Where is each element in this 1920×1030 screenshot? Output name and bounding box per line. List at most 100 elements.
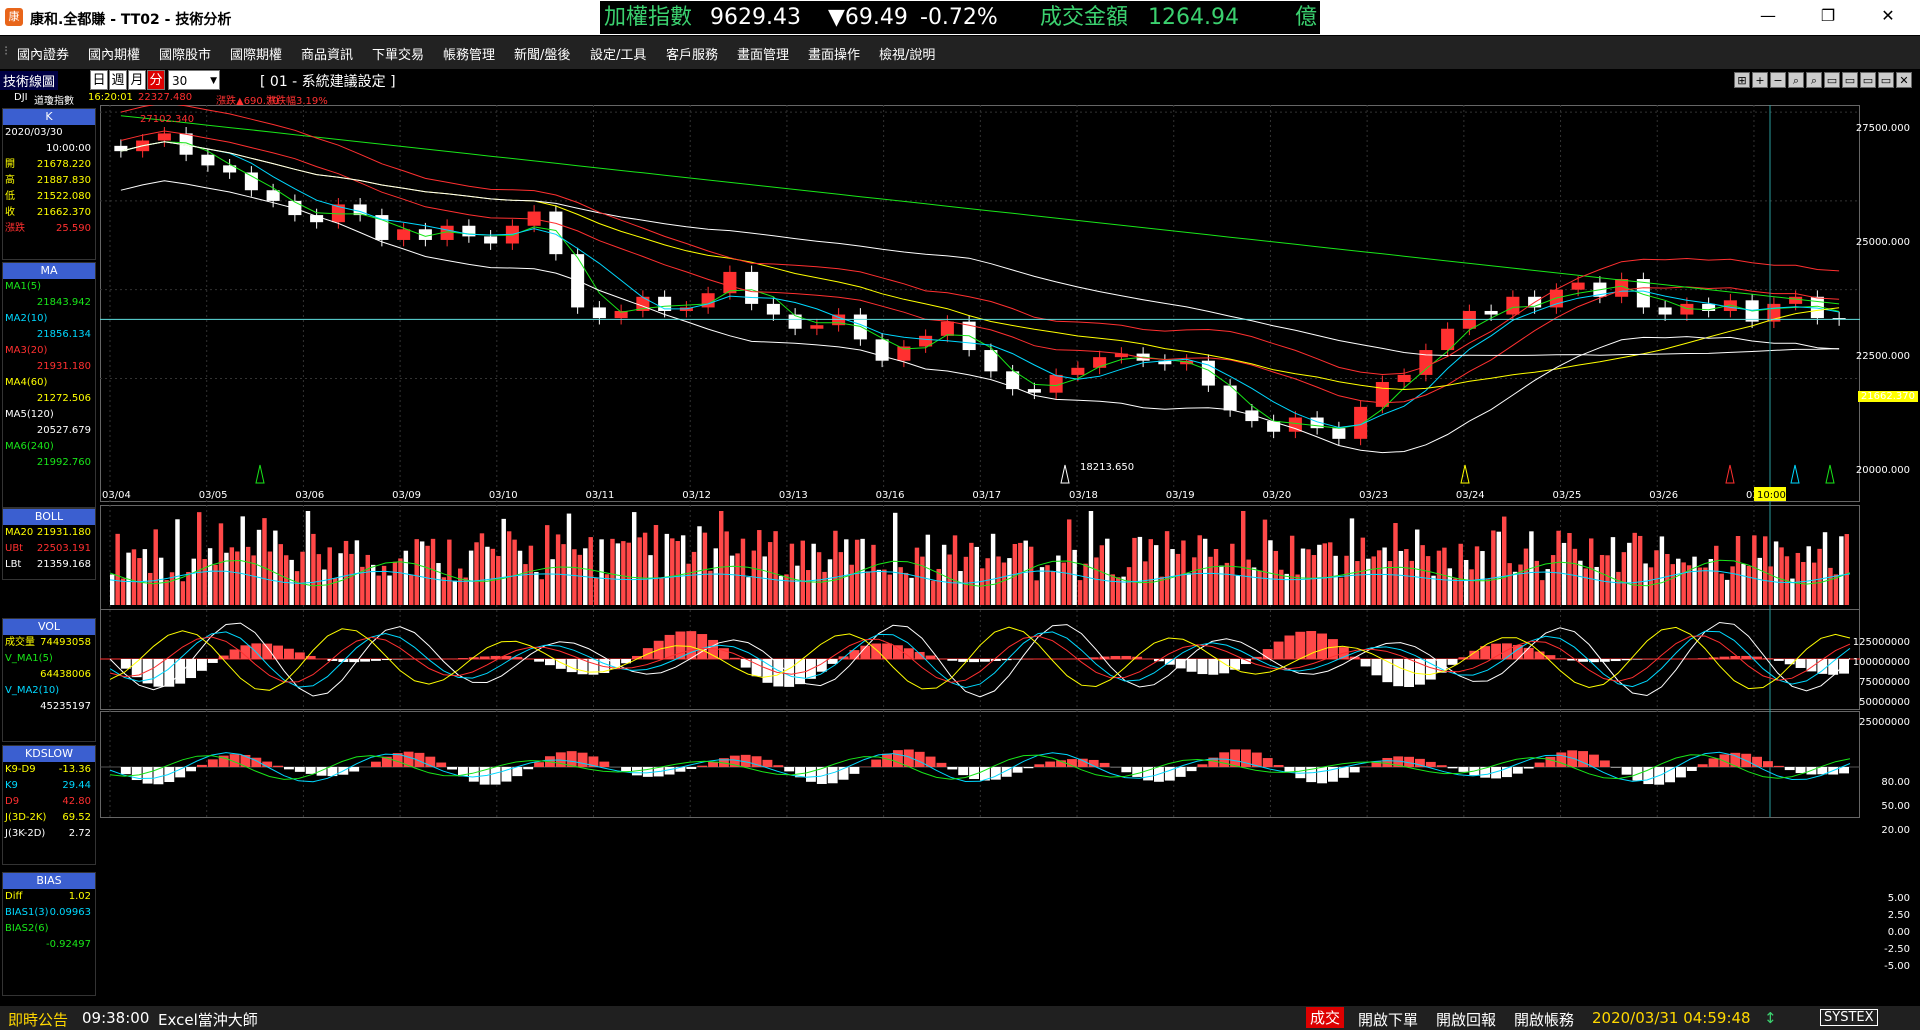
announcement-label[interactable]: 即時公告: [8, 1011, 69, 1029]
volume-bar: [664, 533, 670, 605]
price-tick: 22500.000: [1855, 351, 1910, 362]
volume-bar: [719, 511, 724, 605]
kd-histogram-bar: [218, 655, 229, 659]
boll-lower-line: [120, 180, 1840, 454]
candle-body: [1636, 279, 1650, 308]
bias1-line: [109, 751, 1851, 783]
candle-body: [484, 236, 498, 244]
menu-item[interactable]: 檢視/說明: [879, 48, 936, 63]
volume-bar: [1415, 529, 1420, 605]
period-month-button[interactable]: 月: [128, 70, 146, 90]
kd-row: J(3K-2D) 2.72: [5, 828, 91, 839]
date-tick-label: 03/24: [1456, 490, 1485, 501]
save-icon[interactable]: ▭: [1842, 72, 1858, 88]
news-ticker[interactable]: Excel當沖大師: [158, 1011, 258, 1029]
bias-histogram-bar: [1186, 767, 1197, 772]
kd-histogram-bar: [468, 657, 479, 659]
bias-histogram-bar: [229, 754, 240, 767]
candle-body: [157, 133, 171, 141]
volume-bar: [1235, 575, 1240, 605]
minimize-button[interactable]: —: [1760, 6, 1776, 25]
kd-histogram-bar: [120, 659, 131, 669]
menu-item[interactable]: 國內期權: [88, 48, 141, 63]
menu-item[interactable]: 畫面管理: [737, 48, 790, 63]
volume-bar: [1572, 548, 1578, 605]
menu-item[interactable]: 國內證券: [17, 48, 70, 63]
close-icon[interactable]: ✕: [1896, 72, 1912, 88]
interval-select[interactable]: 30 ▼: [168, 70, 220, 90]
bias-histogram-bar: [175, 767, 186, 778]
kd-histogram-bar: [686, 631, 697, 659]
volume-bar: [256, 529, 262, 605]
candle-body: [1615, 279, 1629, 297]
menu-item[interactable]: 畫面操作: [808, 48, 861, 63]
bias-histogram-bar: [1686, 767, 1697, 771]
menu-item[interactable]: 商品資訊: [301, 48, 354, 63]
period-week-button[interactable]: 週: [109, 70, 127, 90]
ma-row: MA6(240): [5, 441, 54, 452]
open-order-button[interactable]: 開啟下單: [1358, 1011, 1419, 1029]
volume-bar: [1224, 562, 1230, 605]
volume-bar: [849, 564, 854, 605]
restore-button[interactable]: ❐: [1820, 6, 1836, 25]
kd-tick: 20.00: [1881, 825, 1910, 836]
kd-histogram-bar: [175, 659, 186, 684]
volume-bar: [1806, 546, 1811, 605]
volume-bar: [936, 568, 941, 605]
zoom-out-icon[interactable]: −: [1770, 72, 1786, 88]
volume-bar: [588, 537, 593, 605]
menu-item[interactable]: 客戶服務: [666, 48, 719, 63]
layout-icon[interactable]: ⊞: [1734, 72, 1750, 88]
menu-item[interactable]: 設定/工具: [590, 48, 647, 63]
menu-item[interactable]: 帳務管理: [443, 48, 496, 63]
period-day-button[interactable]: 日: [90, 70, 108, 90]
volume-bar: [941, 544, 947, 605]
kd-histogram-bar: [153, 659, 164, 687]
volume-bar: [980, 568, 985, 605]
volume-bar: [789, 543, 795, 605]
zoom-in-icon[interactable]: +: [1752, 72, 1768, 88]
bias-histogram-bar: [436, 762, 447, 767]
volume-bar: [110, 574, 115, 605]
search-icon[interactable]: ⌕: [1806, 72, 1822, 88]
menu-item[interactable]: 新聞/盤後: [514, 48, 571, 63]
volume-bar: [1746, 565, 1752, 605]
bias-row: Diff 1.02: [5, 891, 91, 902]
bias-histogram-bar: [566, 751, 577, 767]
kd-histogram-bar: [371, 659, 381, 661]
bias-histogram-bar: [1523, 767, 1534, 769]
period-minute-button[interactable]: 分: [147, 70, 165, 90]
menu-item[interactable]: 國際股市: [159, 48, 212, 63]
volume-bar: [229, 547, 235, 605]
search-icon[interactable]: ⌕: [1788, 72, 1804, 88]
bias-histogram-bar: [1371, 761, 1382, 767]
signal-icon: ↕: [1764, 1009, 1777, 1027]
volume-bar: [180, 581, 186, 605]
bias-histogram-bar: [1610, 767, 1621, 768]
date-tick-label: 03/18: [1069, 490, 1098, 501]
volume-bar: [1094, 557, 1099, 605]
vol-row: 45235197: [40, 701, 91, 712]
menu-item[interactable]: 下單交易: [372, 48, 425, 63]
high-label: 27102.340: [140, 114, 194, 125]
volume-bar: [425, 545, 430, 605]
volume-bar: [795, 565, 800, 605]
open-report-button[interactable]: 開啟回報: [1436, 1011, 1497, 1029]
symbol-info: DJI 道瓊指數 16:20:01 22327.480 漲跌▲690.70 漲跌…: [0, 91, 900, 107]
window-icon[interactable]: ▭: [1878, 72, 1894, 88]
window-icon[interactable]: ▭: [1860, 72, 1876, 88]
candle-body: [1093, 357, 1107, 368]
window-icon[interactable]: ▭: [1824, 72, 1840, 88]
settings-title[interactable]: [ 01 - 系統建議設定 ]: [260, 74, 396, 90]
technical-chart[interactable]: 03/04 03/05 03/06 03/09 03/10 03/11 03/12 03/13…: [100, 105, 1860, 997]
menu-item[interactable]: 國際期權: [230, 48, 283, 63]
kd-histogram-bar: [251, 643, 262, 659]
volume-bar: [273, 530, 278, 605]
date-tick-label: 03/11: [586, 490, 615, 501]
vol-tick: 50000000: [1859, 697, 1910, 708]
volume-bar: [490, 548, 496, 605]
open-account-button[interactable]: 開啟帳務: [1514, 1011, 1575, 1029]
close-button[interactable]: ✕: [1881, 6, 1895, 25]
kd-histogram-bar: [131, 659, 142, 678]
candle-body: [114, 145, 128, 152]
